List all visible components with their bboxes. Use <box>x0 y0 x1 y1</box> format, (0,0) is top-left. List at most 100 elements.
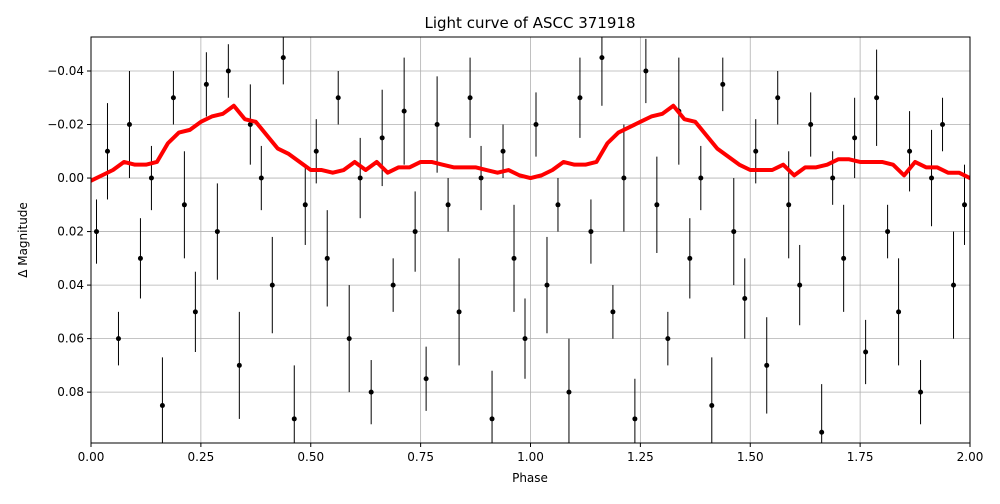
x-tick-label: 0.50 <box>297 450 324 464</box>
x-tick-label: 2.00 <box>957 450 984 464</box>
data-point <box>115 336 121 342</box>
x-tick-label: 1.25 <box>627 450 654 464</box>
data-point <box>313 148 319 154</box>
data-point <box>665 336 671 342</box>
x-tick-label: 1.50 <box>737 450 764 464</box>
data-point <box>390 282 396 288</box>
data-point <box>500 148 506 154</box>
chart-title: Light curve of ASCC 371918 <box>425 14 636 32</box>
data-point <box>445 202 451 208</box>
data-point <box>962 202 968 208</box>
data-point <box>522 336 528 342</box>
data-point <box>170 95 176 101</box>
y-tick-label: 0.06 <box>57 332 84 346</box>
data-point <box>863 349 869 355</box>
data-point <box>687 255 693 261</box>
data-point <box>192 309 198 315</box>
data-point <box>841 255 847 261</box>
y-tick-label: 0.04 <box>57 278 84 292</box>
data-point <box>940 122 946 128</box>
data-point <box>346 336 352 342</box>
data-point <box>852 135 858 141</box>
data-point <box>269 282 275 288</box>
data-point <box>698 175 704 181</box>
x-tick-label: 0.25 <box>188 450 215 464</box>
y-tick-label: 0.08 <box>57 385 84 399</box>
data-point <box>577 95 583 101</box>
data-point <box>247 122 253 128</box>
data-point <box>731 229 737 235</box>
axes: 0.00 0.25 0.50 0.75 1.00 1.25 1.50 1.75 2.00 −0.0… <box>47 64 983 464</box>
data-point <box>533 122 539 128</box>
x-tick-label: 1.75 <box>847 450 874 464</box>
data-point <box>621 175 627 181</box>
data-point <box>434 122 440 128</box>
data-point <box>104 148 110 154</box>
data-point <box>126 122 132 128</box>
data-point <box>918 389 924 395</box>
data-point <box>720 81 726 87</box>
x-axis-label: Phase <box>512 471 548 485</box>
data-point <box>555 202 561 208</box>
data-point <box>808 122 814 128</box>
y-tick-label: 0.00 <box>57 171 84 185</box>
data-point <box>709 403 715 409</box>
x-tick-label: 0.75 <box>407 450 434 464</box>
data-point <box>599 55 605 61</box>
data-point <box>280 55 286 61</box>
data-point <box>896 309 902 315</box>
data-point <box>775 95 781 101</box>
data-point <box>654 202 660 208</box>
data-point <box>874 95 880 101</box>
data-point <box>368 389 374 395</box>
data-point <box>401 108 407 114</box>
data-point <box>830 175 836 181</box>
data-point <box>456 309 462 315</box>
data-point <box>467 95 473 101</box>
data-point <box>236 362 242 368</box>
data-point <box>324 255 330 261</box>
data-point <box>819 429 825 435</box>
data-point <box>302 202 308 208</box>
data-point <box>544 282 550 288</box>
data-point <box>753 148 759 154</box>
data-point <box>511 255 517 261</box>
data-point <box>951 282 957 288</box>
data-point <box>786 202 792 208</box>
data-point <box>489 416 495 422</box>
data-point <box>357 175 363 181</box>
data-point <box>610 309 616 315</box>
data-point <box>93 229 99 235</box>
data-point <box>764 362 770 368</box>
data-point <box>291 416 297 422</box>
data-point <box>137 255 143 261</box>
data-point <box>742 295 748 301</box>
data-point <box>643 68 649 74</box>
y-tick-label: −0.02 <box>47 118 84 132</box>
plot-area <box>91 37 970 443</box>
data-point <box>907 148 913 154</box>
data-point <box>379 135 385 141</box>
data-point <box>335 95 341 101</box>
data-point <box>885 229 891 235</box>
x-tick-label: 1.00 <box>517 450 544 464</box>
grid <box>90 37 971 443</box>
data-point <box>797 282 803 288</box>
mean-curve <box>91 103 970 183</box>
data-point <box>148 175 154 181</box>
data-point <box>203 81 209 87</box>
data-point <box>181 202 187 208</box>
data-point <box>159 403 165 409</box>
data-point <box>929 175 935 181</box>
data-point <box>412 229 418 235</box>
data-point <box>225 68 231 74</box>
y-axis-label: Δ Magnitude <box>16 202 30 278</box>
data-point <box>632 416 638 422</box>
x-tick-label: 0.00 <box>78 450 105 464</box>
data-point <box>478 175 484 181</box>
data-point <box>588 229 594 235</box>
data-point <box>423 376 429 382</box>
data-point <box>258 175 264 181</box>
data-point <box>566 389 572 395</box>
